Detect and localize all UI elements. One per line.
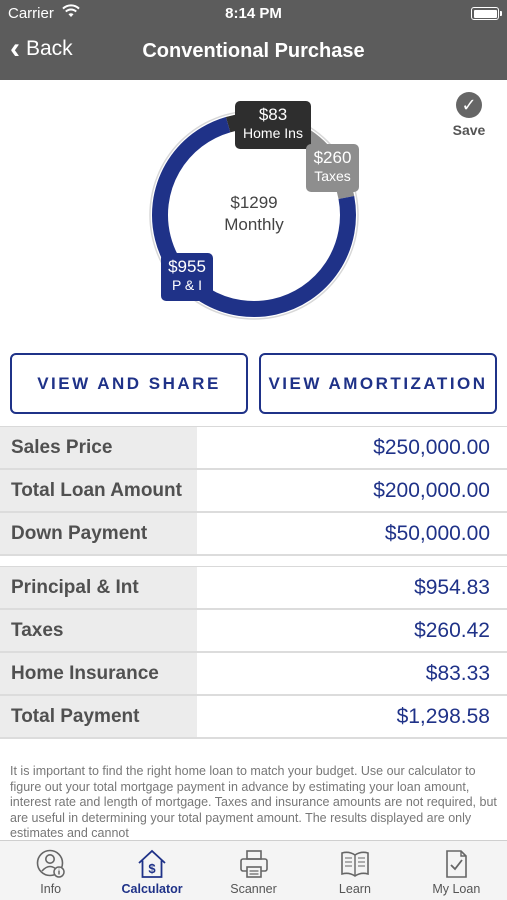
row-label: Home Insurance [0,653,197,694]
taxes-label: $260 Taxes [306,144,359,192]
loan-summary-table: Sales Price $250,000.00 Total Loan Amoun… [0,426,507,556]
navigation-bar: ‹ Back Conventional Purchase [0,30,507,76]
row-value: $954.83 [414,575,490,599]
disclaimer-text: It is important to find the right home l… [10,764,497,840]
tab-label: Info [40,882,62,896]
chart-center-label: Monthly [224,215,284,234]
back-button[interactable]: ‹ Back [10,32,73,65]
tab-label: Scanner [230,882,277,896]
row-value: $260.42 [414,618,490,642]
tab-learn[interactable]: Learn [304,841,405,900]
info-person-icon [36,849,65,878]
back-label: Back [26,37,73,60]
view-and-share-button[interactable]: VIEW AND SHARE [10,353,248,414]
calculator-house-icon: $ [138,849,166,878]
home-ins-name: Home Ins [243,125,303,141]
view-amortization-button[interactable]: VIEW AMORTIZATION [259,353,497,414]
tab-scanner[interactable]: Scanner [203,841,304,900]
wifi-icon [62,4,80,22]
taxes-name: Taxes [314,168,351,184]
table-row: Home Insurance $83.33 [0,653,507,696]
table-row: Sales Price $250,000.00 [0,427,507,470]
carrier-label: Carrier [8,5,54,22]
row-value: $50,000.00 [384,521,490,545]
book-icon [341,851,369,877]
battery-icon [471,7,502,20]
row-label: Principal & Int [0,567,197,608]
pi-name: P & I [171,277,203,293]
tab-info[interactable]: Info [0,841,101,900]
chart-center-amount: $1299 [230,193,278,212]
tab-calculator[interactable]: $ Calculator [101,841,202,900]
document-check-icon [446,850,468,878]
svg-text:$: $ [148,861,156,876]
table-row: Total Loan Amount $200,000.00 [0,470,507,513]
printer-icon [239,850,268,878]
tab-label: Calculator [121,882,183,896]
save-label: Save [452,122,486,138]
row-value: $250,000.00 [373,435,490,459]
row-label: Total Loan Amount [0,470,197,511]
pi-label: $955 P & I [161,253,213,301]
payment-chart: $1299 Monthly $83 Home Ins $260 Taxes $9… [0,80,507,345]
table-row: Principal & Int $954.83 [0,567,507,610]
table-row: Taxes $260.42 [0,610,507,653]
row-label: Taxes [0,610,197,651]
top-bar: Carrier 8:14 PM ‹ Back Conventional Purc… [0,0,507,80]
clock: 8:14 PM [225,5,282,22]
status-bar: Carrier 8:14 PM [0,0,507,28]
table-row: Total Payment $1,298.58 [0,696,507,739]
table-row: Down Payment $50,000.00 [0,513,507,556]
row-label: Down Payment [0,513,197,554]
tab-my-loan[interactable]: My Loan [406,841,507,900]
home-ins-amount: $83 [258,105,288,124]
row-label: Sales Price [0,427,197,468]
row-value: $83.33 [425,661,490,685]
row-value: $1,298.58 [396,704,490,728]
save-button[interactable]: ✓ Save [446,92,492,138]
pi-amount: $955 [168,257,206,276]
page-title: Conventional Purchase [142,40,365,62]
chevron-left-icon: ‹ [10,32,20,65]
checkmark-icon: ✓ [456,92,482,118]
taxes-amount: $260 [313,148,352,167]
row-value: $200,000.00 [373,478,490,502]
payment-breakdown-table: Principal & Int $954.83 Taxes $260.42 Ho… [0,566,507,739]
tab-label: Learn [338,882,371,896]
tab-label: My Loan [432,882,481,896]
row-label: Total Payment [0,696,197,737]
tab-bar: Info $ Calculator Scanner Learn [0,840,507,900]
home-ins-label: $83 Home Ins [235,101,311,149]
